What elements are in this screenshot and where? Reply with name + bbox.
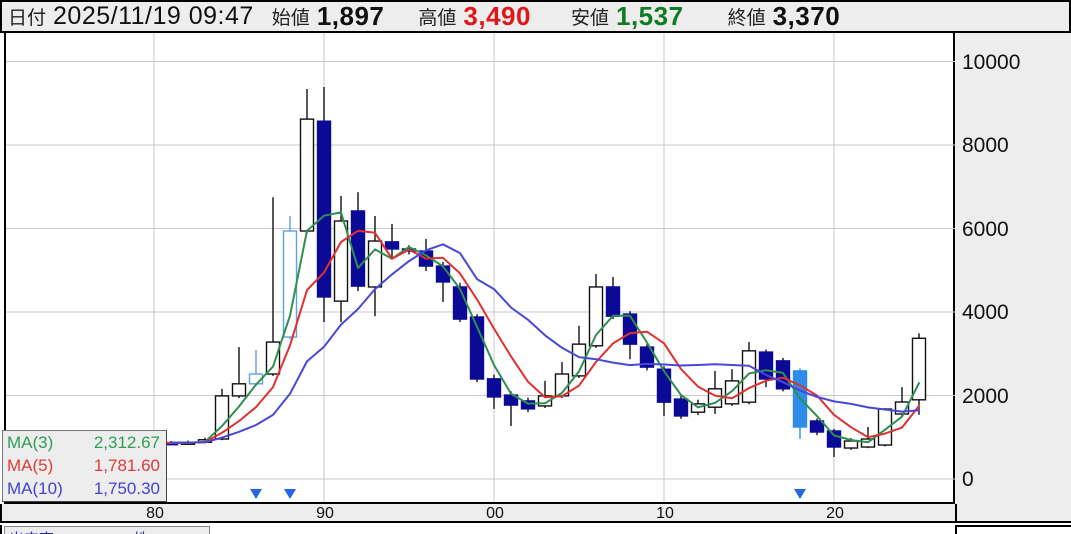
low-label: 安値 (570, 8, 609, 29)
ma10-legend-row: MA(10) 1,750.30 (3, 477, 166, 500)
y-axis-tick-label: 6000 (962, 217, 1009, 241)
ma5-legend-row: MA(5) 1,781.60 (3, 454, 166, 477)
x-axis-tick-label: 90 (316, 505, 334, 522)
axis-corner-cell (955, 504, 1071, 523)
candle-body (486, 378, 502, 398)
y-axis-tick-label: 0 (962, 468, 974, 491)
candle-body (299, 118, 315, 232)
candlestick-chart-area[interactable] (4, 33, 955, 504)
volume-value: 47,107,100株 (58, 531, 148, 534)
volume-label: 出来高 (9, 531, 54, 534)
down-triangle-marker (794, 489, 806, 499)
y-axis-tick-label: 8000 (962, 134, 1009, 157)
close-value: 3,370 (772, 1, 841, 31)
y-axis-tick-label: 2000 (962, 384, 1009, 408)
candle-body (316, 120, 332, 298)
ma3-label: MA(3) (7, 432, 54, 452)
candle-body (622, 313, 638, 345)
candle-body (809, 420, 825, 433)
low-value: 1,537 (616, 1, 684, 31)
moving-average-legend: MA(3) 2,312.67 MA(5) 1,781.60 MA(10) 1,7… (2, 430, 167, 502)
ma-line-3 (51, 211, 920, 444)
x-axis-tick-label: 00 (486, 505, 504, 522)
x-axis-tick-label: 10 (656, 505, 674, 522)
y-axis-tick-label: 4000 (962, 301, 1009, 324)
date-value: 2025/11/19 09:47 (53, 2, 254, 30)
candle-body (520, 400, 536, 410)
volume-text: 出来高 47,107,100株 (4, 526, 210, 534)
ma3-legend-row: MA(3) 2,312.67 (3, 431, 166, 454)
candle-body (571, 343, 587, 377)
candlestick-plot[interactable] (6, 33, 955, 502)
candle-body (452, 286, 468, 320)
candle-body (231, 383, 247, 397)
open-value: 1,897 (316, 1, 385, 31)
candle-body (605, 286, 621, 317)
candle-body (894, 401, 910, 415)
candle-body (265, 341, 281, 375)
down-triangle-marker (250, 489, 262, 499)
candle-body (503, 394, 519, 406)
ma5-value: 1,781.60 (93, 455, 160, 475)
candle-body (673, 398, 689, 417)
ma10-value: 1,750.30 (93, 478, 160, 498)
candle-body (843, 440, 859, 449)
year-axis-strip: 80 90 00 10 20 (0, 504, 955, 523)
price-axis-panel: 10000 8000 6000 4000 2000 0 (955, 33, 1071, 504)
y-axis-tick-label: 10000 (962, 50, 1021, 74)
candle-body (826, 430, 842, 448)
high-label: 高値 (418, 8, 457, 29)
ma-line-5 (85, 229, 920, 444)
candle-body (911, 337, 927, 401)
volume-corner-cell (955, 525, 1071, 534)
candle-body (741, 350, 757, 403)
ma5-label: MA(5) (7, 455, 54, 475)
x-axis-tick-label: 80 (146, 505, 164, 522)
ma-line-10 (170, 243, 920, 444)
candle-body (656, 368, 672, 403)
x-axis-tick-label: 20 (826, 505, 844, 522)
down-triangle-marker (284, 489, 296, 499)
close-label: 終値 (727, 8, 766, 29)
candle-body (350, 210, 366, 287)
candle-body (367, 240, 383, 288)
date-label: 日付 (8, 8, 47, 29)
candle-body (282, 230, 298, 338)
high-value: 3,490 (463, 1, 531, 31)
candle-body (639, 346, 655, 368)
open-label: 始値 (271, 8, 310, 29)
candle-body (384, 241, 400, 250)
ma3-value: 2,312.67 (93, 432, 160, 452)
ohlc-header-bar: 日付 2025/11/19 09:47 始値 1,897 高値 3,490 安値… (0, 0, 1071, 33)
candle-body (333, 220, 349, 302)
volume-panel-clipped: 出来高 47,107,100株 (0, 525, 955, 534)
ma10-label: MA(10) (7, 478, 63, 498)
